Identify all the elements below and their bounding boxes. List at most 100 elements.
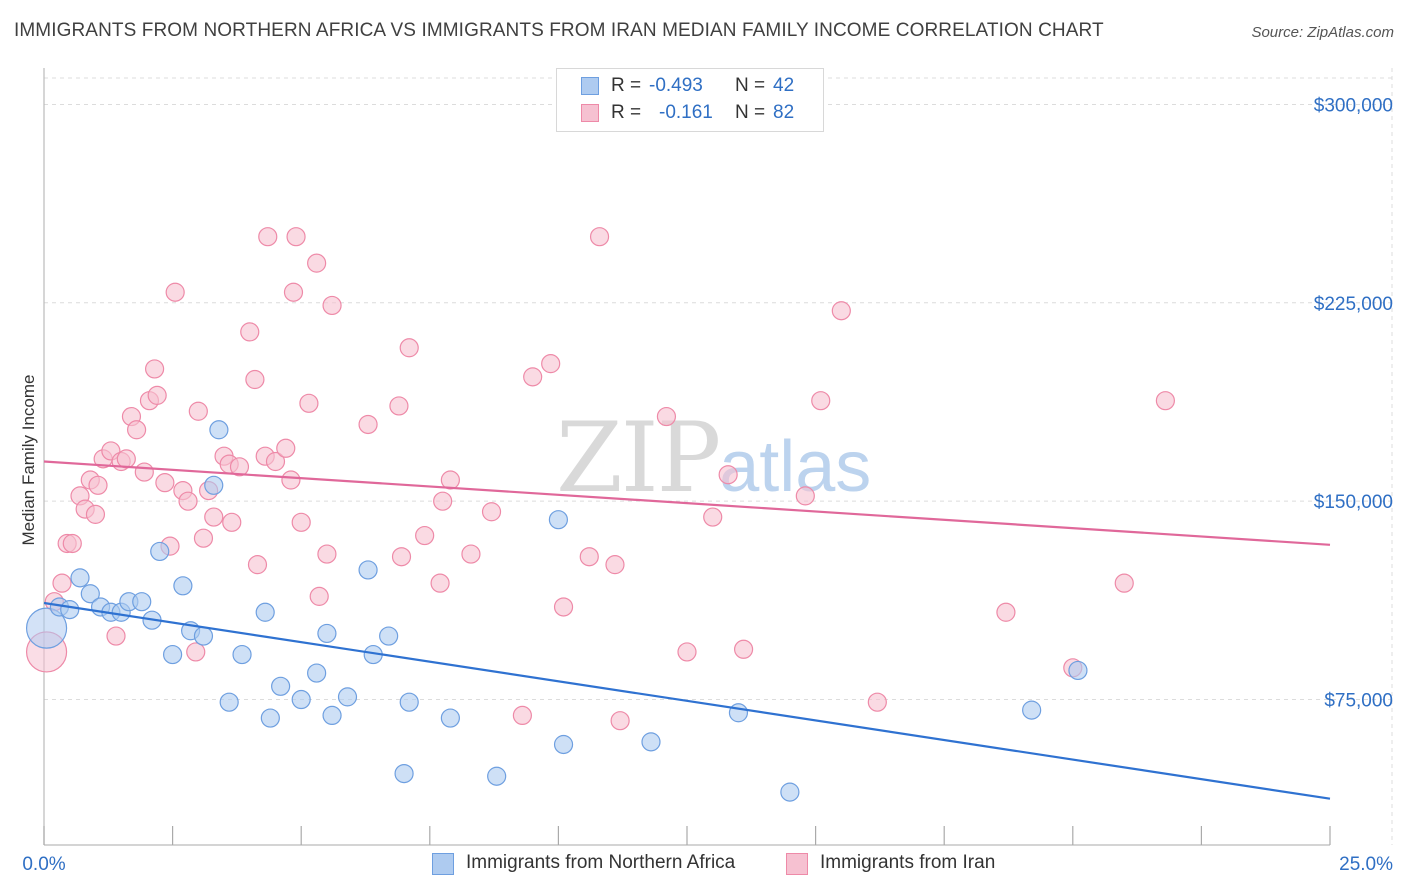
- point-northern-africa: [255, 602, 275, 622]
- point-iran: [309, 586, 329, 606]
- point-northern-africa: [440, 708, 460, 728]
- point-iran: [811, 391, 831, 411]
- point-iran: [286, 227, 306, 247]
- point-iran: [307, 253, 327, 273]
- point-iran: [481, 502, 502, 522]
- point-northern-africa: [394, 763, 414, 784]
- points-layer: [25, 227, 1175, 802]
- point-iran: [399, 338, 419, 358]
- point-northern-africa: [204, 475, 224, 495]
- point-northern-africa: [379, 626, 399, 646]
- watermark-zip: ZIP: [556, 402, 721, 514]
- point-iran: [1114, 573, 1134, 593]
- y-tick-label: $300,000: [1314, 95, 1393, 116]
- legend-n-value: 82: [773, 102, 795, 123]
- point-iran: [317, 544, 337, 564]
- point-northern-africa: [219, 692, 239, 712]
- point-iran: [831, 301, 851, 321]
- point-northern-africa: [209, 420, 229, 440]
- point-iran: [553, 597, 574, 617]
- legend-r-value: -0.493: [649, 75, 703, 96]
- point-iran: [461, 544, 481, 564]
- point-northern-africa: [80, 584, 100, 604]
- point-iran: [389, 396, 409, 416]
- point-northern-africa: [358, 560, 378, 580]
- legend-n-value: 42: [773, 75, 795, 96]
- point-northern-africa: [487, 766, 507, 786]
- point-iran: [605, 555, 625, 575]
- point-iran: [276, 438, 296, 458]
- point-northern-africa: [728, 703, 749, 723]
- point-iran: [258, 227, 278, 247]
- point-iran: [718, 465, 738, 485]
- point-iran: [703, 507, 723, 527]
- point-iran: [415, 525, 435, 546]
- point-northern-africa: [150, 541, 170, 562]
- point-iran: [1155, 391, 1175, 411]
- legend-r-label: R =: [611, 102, 642, 123]
- legend-n-label: N =: [735, 102, 766, 123]
- point-iran: [204, 507, 224, 527]
- point-iran: [677, 642, 697, 662]
- point-iran: [523, 367, 543, 387]
- point-northern-africa: [548, 510, 569, 530]
- point-iran: [85, 504, 106, 524]
- point-iran: [134, 462, 154, 482]
- point-iran: [430, 573, 450, 593]
- watermark: ZIPatlas: [556, 402, 871, 514]
- watermark-atlas: atlas: [719, 427, 872, 507]
- label-layer: $75,000 $150,000 $225,000 $300,000 0.0% 25.0%: [22, 95, 1393, 875]
- point-iran: [116, 449, 136, 469]
- point-iran: [299, 393, 319, 413]
- point-iran: [322, 295, 342, 316]
- point-northern-africa: [780, 782, 800, 802]
- legend-r-label: R =: [611, 75, 642, 96]
- point-northern-africa: [307, 663, 327, 683]
- point-northern-africa: [291, 689, 311, 710]
- point-iran: [283, 282, 304, 302]
- bottom-legend-label: Immigrants from Iran: [820, 852, 996, 873]
- bottom-legend-label: Immigrants from Northern Africa: [466, 852, 736, 873]
- point-iran: [265, 451, 286, 472]
- point-iran: [240, 322, 260, 342]
- legend-swatch-iran: [581, 104, 599, 122]
- point-iran: [440, 470, 460, 490]
- y-tick-label: $225,000: [1314, 294, 1393, 315]
- x-tick-label-min: 0.0%: [22, 854, 65, 875]
- point-northern-africa: [399, 692, 419, 712]
- point-northern-africa: [173, 576, 193, 596]
- point-northern-africa: [132, 592, 152, 612]
- point-northern-africa: [60, 600, 80, 620]
- point-northern-africa: [322, 705, 342, 726]
- point-iran: [62, 533, 82, 554]
- legend-r-value: -0.161: [659, 102, 713, 123]
- trend-line-iran: [43, 460, 1331, 546]
- y-tick-label: $75,000: [1324, 691, 1393, 712]
- trend-layer: [43, 460, 1331, 800]
- point-northern-africa: [163, 644, 183, 665]
- point-northern-africa: [260, 708, 280, 728]
- point-northern-africa: [641, 732, 661, 752]
- grid-layer: [44, 68, 1393, 845]
- trend-line-northern-africa: [43, 601, 1331, 800]
- point-iran: [996, 602, 1016, 622]
- point-iran: [193, 528, 214, 548]
- point-iran: [165, 282, 185, 302]
- point-iran: [186, 642, 206, 662]
- point-northern-africa: [317, 623, 337, 644]
- point-iran: [610, 711, 630, 731]
- point-iran: [247, 555, 268, 575]
- point-iran: [358, 414, 378, 435]
- bottom-legend-swatch-iran: [786, 853, 808, 875]
- point-iran: [88, 475, 108, 495]
- point-iran: [391, 547, 412, 567]
- point-iran: [291, 512, 311, 532]
- bottom-legend-swatch-northern-africa: [432, 853, 454, 875]
- point-iran: [281, 470, 301, 490]
- point-iran: [433, 491, 453, 511]
- point-iran: [52, 573, 72, 593]
- point-northern-africa: [553, 734, 574, 755]
- point-northern-africa: [337, 687, 358, 707]
- point-iran: [589, 227, 610, 247]
